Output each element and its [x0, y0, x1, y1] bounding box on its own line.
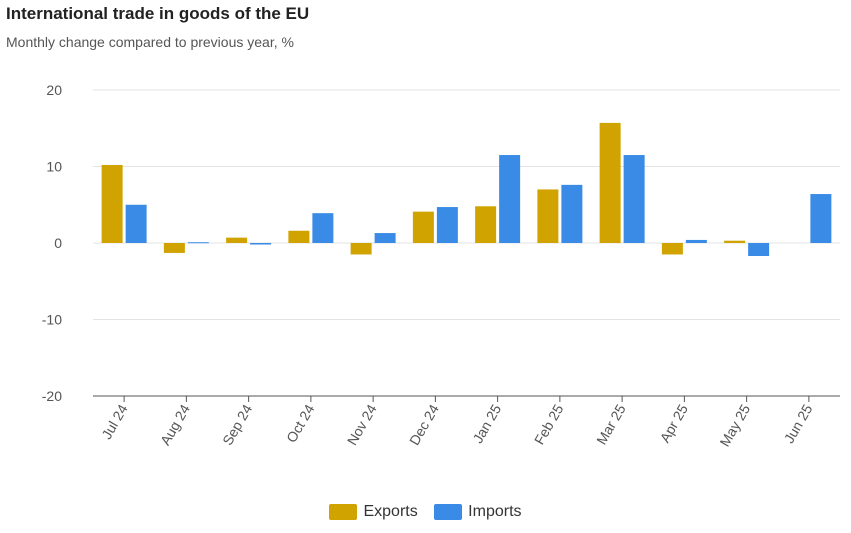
x-tick-label: May 25: [716, 401, 753, 449]
y-tick-label: -10: [42, 312, 62, 328]
bar-imports: [810, 194, 832, 243]
y-tick-label: 10: [46, 159, 62, 175]
bar-imports: [125, 204, 147, 243]
bar-chart: 20 10 0 -10 -20 Jul 24 Aug 24 Sep 24 Oct 24 Nov 2…: [42, 82, 840, 449]
legend-item-exports[interactable]: Exports: [329, 503, 418, 521]
x-tick-label: Feb 25: [531, 401, 567, 447]
bar-imports: [685, 239, 707, 243]
bar-exports: [724, 240, 746, 243]
y-tick-label: -20: [42, 388, 62, 404]
x-tick-label: Aug 24: [157, 401, 193, 448]
bar-exports: [163, 243, 185, 253]
x-tick-label: Sep 24: [219, 401, 255, 448]
bar-imports: [187, 242, 209, 244]
legend-label-imports: Imports: [468, 503, 522, 520]
bar-exports: [101, 164, 123, 243]
legend-swatch-exports: [329, 504, 358, 520]
x-tick-label: Apr 25: [656, 401, 691, 445]
y-tick-label: 0: [54, 235, 62, 251]
y-tick-label: 20: [46, 82, 62, 98]
bar-exports: [288, 230, 310, 243]
bar-exports: [475, 206, 497, 243]
bar-exports: [412, 211, 434, 243]
bar-imports: [436, 207, 458, 243]
bar-imports: [561, 184, 583, 243]
x-tick-label: Nov 24: [344, 401, 380, 448]
bar-exports: [350, 243, 372, 255]
x-tick-label: Mar 25: [593, 401, 629, 447]
x-tick-label: Jul 24: [98, 401, 131, 442]
x-tick-label: Oct 24: [283, 401, 318, 445]
x-tick-label: Jan 25: [469, 401, 504, 446]
bar-imports: [250, 243, 272, 245]
bar-exports: [599, 122, 621, 243]
bar-exports: [537, 189, 559, 243]
legend-label-exports: Exports: [363, 503, 418, 520]
legend-item-imports[interactable]: Imports: [434, 503, 522, 521]
bar-imports: [623, 155, 645, 243]
x-tick-label: Jun 25: [781, 401, 816, 446]
bar-imports: [374, 233, 396, 243]
bar-exports: [226, 237, 248, 243]
chart-legend: Exports Imports: [0, 503, 851, 525]
chart-title: International trade in goods of the EU: [6, 4, 310, 23]
x-tick-label: Dec 24: [406, 401, 442, 448]
bar-imports: [312, 213, 334, 243]
legend-swatch-imports: [434, 504, 463, 520]
bar-imports: [748, 243, 770, 257]
chart-subtitle: Monthly change compared to previous year…: [6, 34, 294, 50]
bar-imports: [499, 155, 521, 243]
bar-exports: [661, 243, 683, 255]
